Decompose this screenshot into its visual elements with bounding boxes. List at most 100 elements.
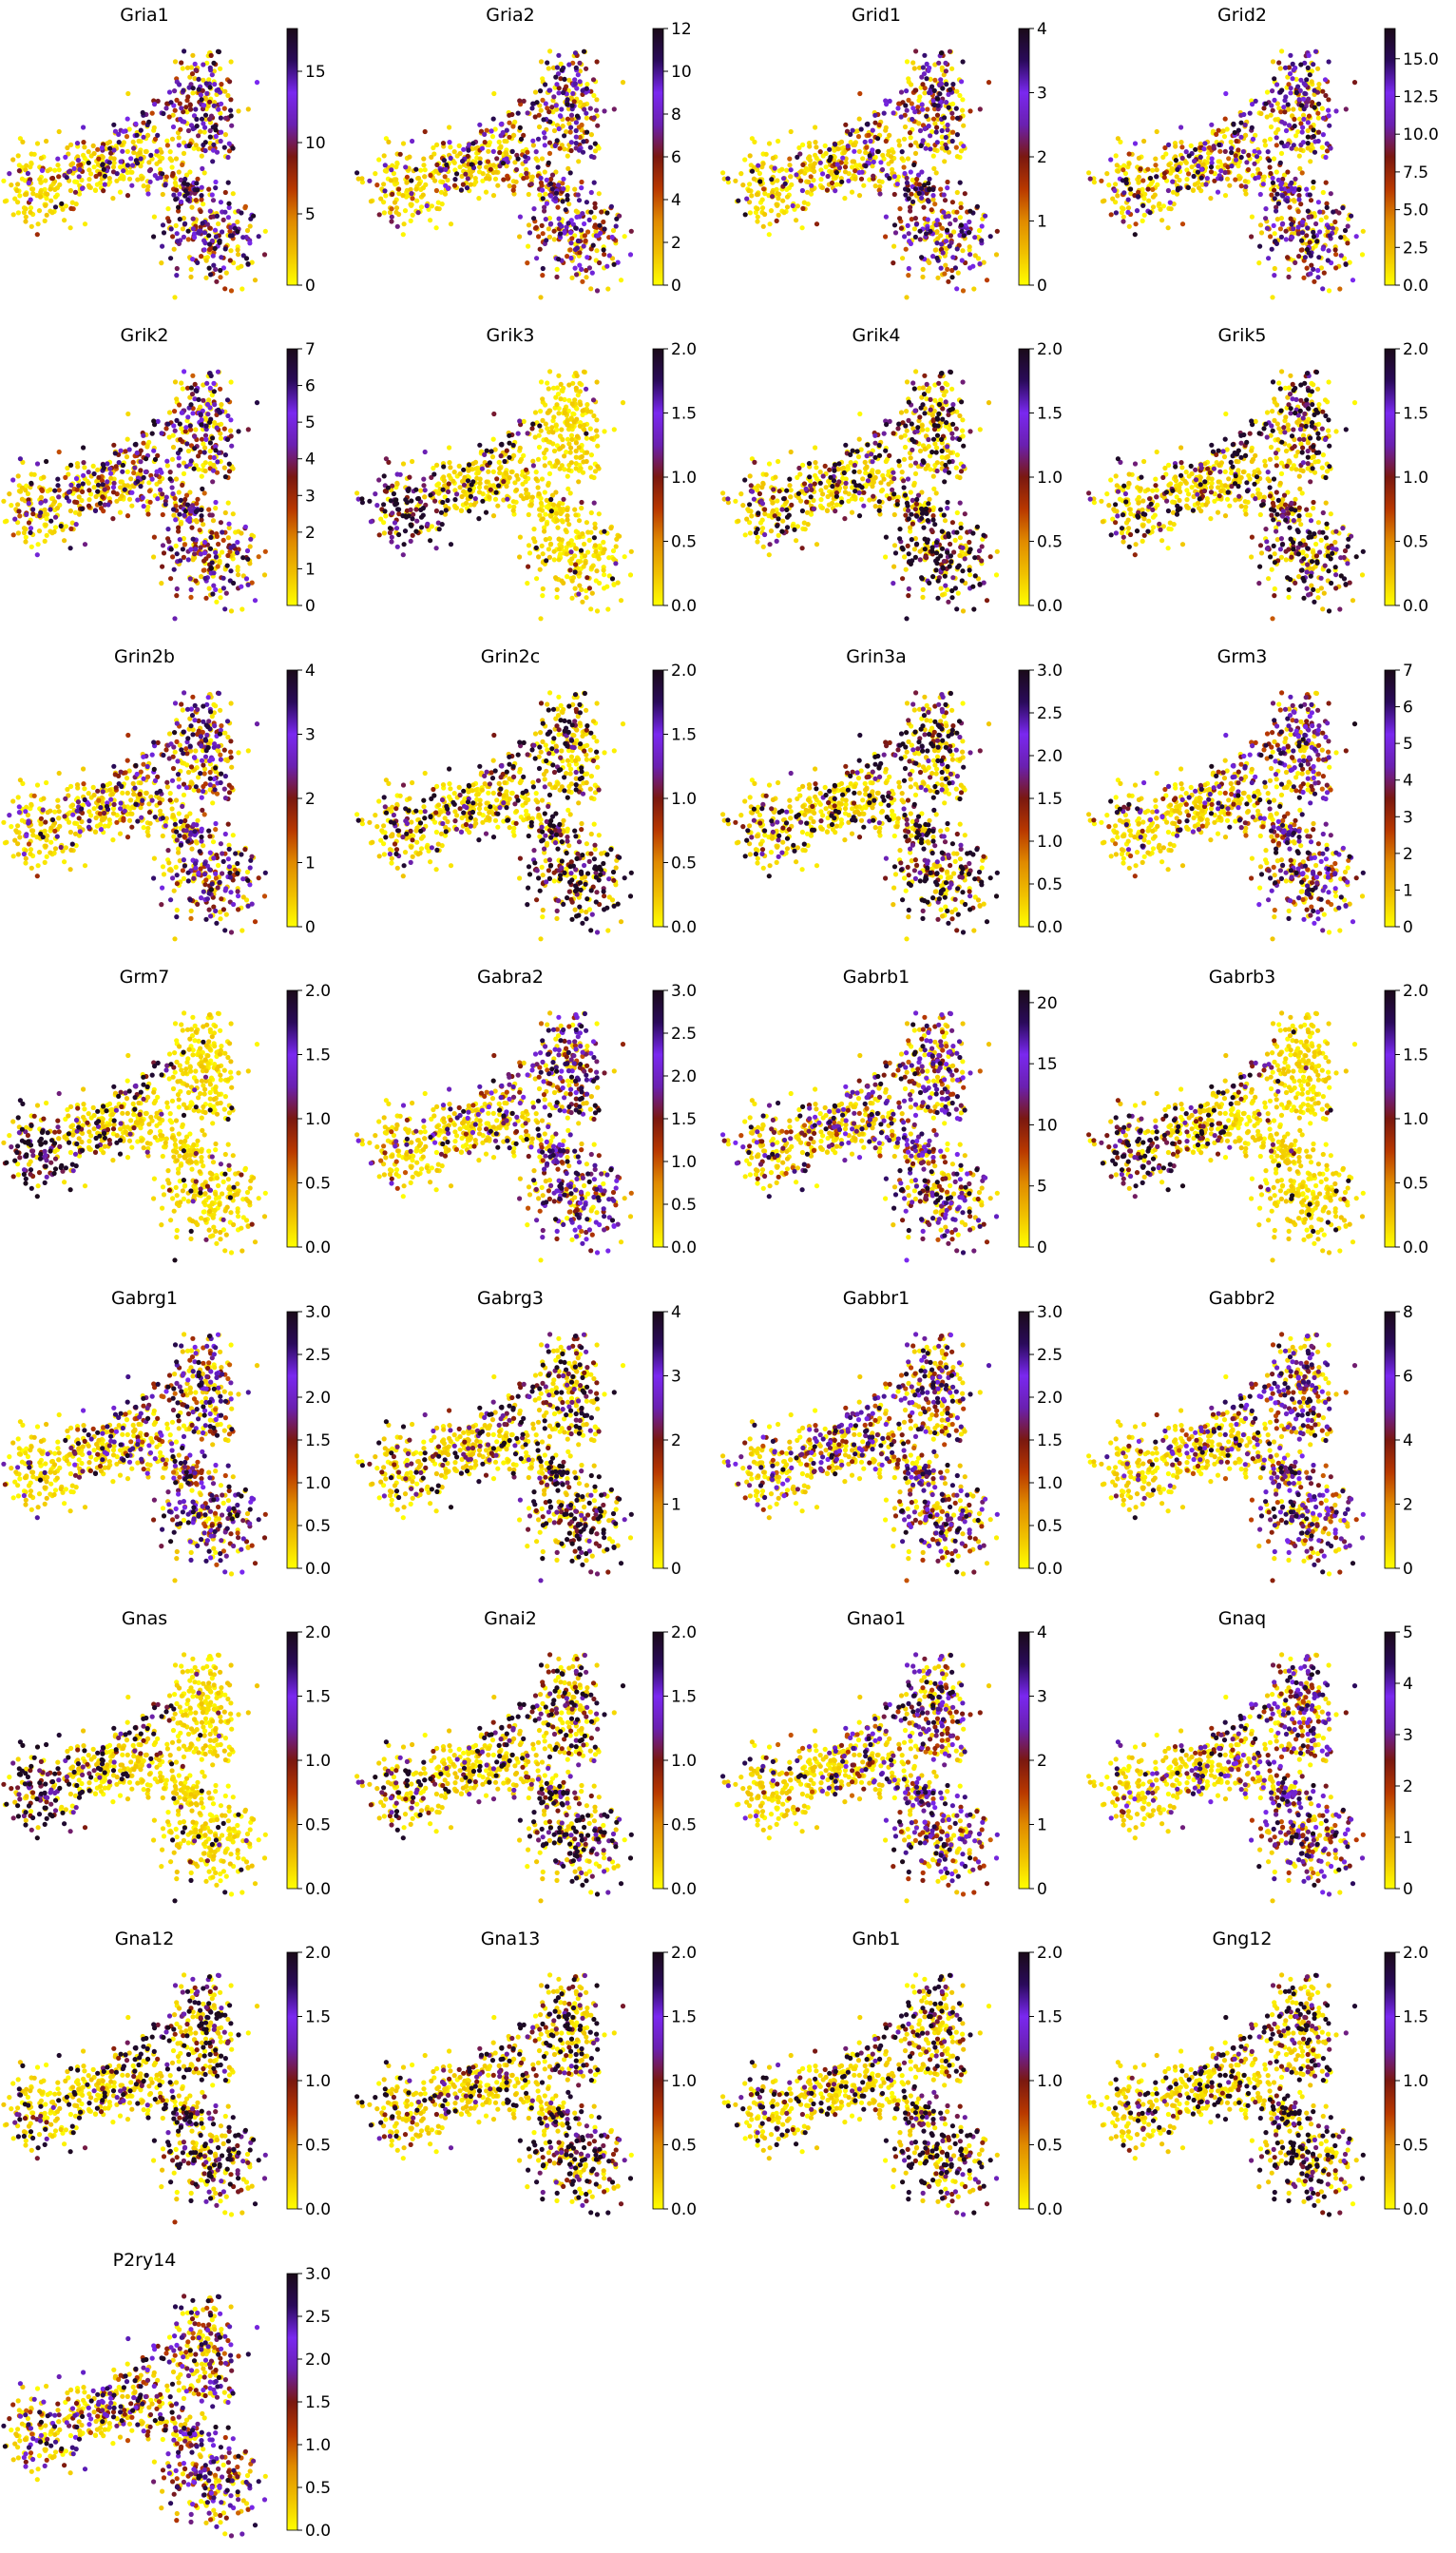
cell-point <box>218 240 222 245</box>
cell-point <box>506 176 510 181</box>
cell-point <box>206 233 211 238</box>
cell-point <box>147 168 152 173</box>
cell-point <box>619 278 623 282</box>
cell-point <box>228 97 233 102</box>
cell-point <box>214 234 219 239</box>
cell-point <box>432 179 437 183</box>
cell-point <box>248 223 253 228</box>
cell-point <box>263 229 268 234</box>
cell-point <box>181 226 185 231</box>
cell-point <box>413 186 418 191</box>
cell-point <box>203 276 208 280</box>
cell-point <box>162 230 166 235</box>
cell-point <box>230 233 235 238</box>
cell-point <box>174 156 179 161</box>
cell-point <box>111 164 116 169</box>
cell-point <box>574 209 579 214</box>
cell-point <box>533 89 538 94</box>
cell-point <box>393 164 398 169</box>
cell-point <box>37 208 42 213</box>
cell-point <box>257 234 261 239</box>
cell-point <box>178 101 182 106</box>
cell-point <box>194 198 199 202</box>
cell-point <box>129 183 134 188</box>
cell-point <box>214 279 219 284</box>
cell-point <box>419 204 424 209</box>
cell-point <box>216 221 220 226</box>
cell-point <box>173 197 178 202</box>
cell-point <box>537 125 542 129</box>
cell-point <box>552 229 557 234</box>
cell-point <box>78 163 83 167</box>
cell-point <box>62 218 67 222</box>
cell-point <box>98 181 103 185</box>
cell-point <box>29 151 33 156</box>
cell-point <box>591 77 596 82</box>
cell-point <box>28 210 32 215</box>
cell-point <box>35 232 40 237</box>
cell-point <box>629 229 634 234</box>
cell-point <box>29 162 33 166</box>
cell-point <box>191 217 196 221</box>
cell-point <box>218 275 222 279</box>
cell-point <box>592 202 597 206</box>
cell-point <box>213 185 218 190</box>
cell-point <box>199 254 203 259</box>
cell-point <box>187 144 192 148</box>
cell-point <box>9 182 13 187</box>
cell-point <box>576 159 581 163</box>
cell-point <box>244 256 249 260</box>
cell-point <box>417 182 422 186</box>
cell-point <box>17 168 22 173</box>
cell-point <box>48 186 52 191</box>
cell-point <box>547 48 552 53</box>
cell-point <box>507 135 511 140</box>
cell-point <box>177 192 182 197</box>
cell-point <box>190 71 195 76</box>
cell-point <box>229 59 234 64</box>
cell-point <box>611 228 616 233</box>
cell-point <box>129 170 134 175</box>
cell-point <box>511 188 516 193</box>
scatter-points <box>354 0 634 293</box>
cell-point <box>579 180 584 184</box>
cell-point <box>377 212 382 217</box>
cell-point <box>128 156 133 161</box>
cell-point <box>458 151 463 156</box>
cell-point <box>160 244 164 249</box>
cell-point <box>182 151 186 156</box>
cell-point <box>119 159 124 163</box>
cell-point <box>133 122 138 126</box>
cell-point <box>199 209 203 214</box>
cell-point <box>207 266 212 271</box>
cell-point <box>434 188 439 193</box>
cell-point <box>538 247 543 252</box>
cell-point <box>39 156 44 161</box>
cell-point <box>245 261 250 266</box>
cell-point <box>390 192 394 197</box>
cell-point <box>554 275 559 279</box>
cell-point <box>142 183 146 188</box>
cell-point <box>484 190 489 195</box>
cell-point <box>595 288 600 293</box>
cell-point <box>44 139 48 144</box>
cell-point <box>177 169 182 174</box>
cell-point <box>151 234 156 239</box>
cell-point <box>171 125 176 129</box>
cell-point <box>552 237 557 241</box>
cell-point <box>24 192 29 197</box>
cell-point <box>486 149 490 154</box>
cell-point <box>160 171 164 176</box>
cell-point <box>155 149 160 154</box>
cell-point <box>175 239 180 243</box>
cell-point <box>168 156 173 161</box>
cell-point <box>216 107 220 112</box>
cell-point <box>207 85 212 89</box>
cell-point <box>558 146 563 151</box>
cell-point <box>595 59 600 64</box>
cell-point <box>210 159 215 163</box>
cell-point <box>211 263 216 268</box>
cell-point <box>170 171 175 176</box>
cell-point <box>219 139 223 144</box>
cell-point <box>584 67 588 71</box>
